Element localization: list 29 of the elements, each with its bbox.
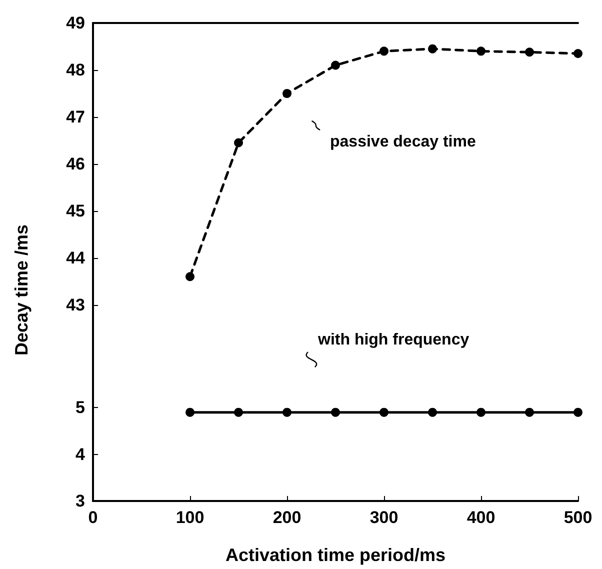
point xyxy=(186,272,194,282)
point xyxy=(525,48,534,57)
x-tick-label: 200 xyxy=(272,508,302,527)
x-axis-title: Activation time period/ms xyxy=(225,545,446,565)
y-tick-label: 3 xyxy=(76,492,85,510)
point xyxy=(574,49,582,58)
y-axis-title: Decay time /ms xyxy=(12,224,32,356)
y-tick-label: 5 xyxy=(76,398,85,418)
y-tick-label: 46 xyxy=(66,154,85,174)
y-tick-label: 48 xyxy=(66,60,85,80)
x-tick-label: 500 xyxy=(564,508,592,527)
x-tick-label: 100 xyxy=(176,508,204,527)
x-tick-label: 400 xyxy=(466,508,496,527)
y-tick-label: 43 xyxy=(66,295,85,314)
annotation: passive decay time xyxy=(330,134,476,150)
y-tick-label: 47 xyxy=(66,107,85,126)
y-tick-label: 44 xyxy=(66,248,86,268)
y-tick-label: 4 xyxy=(76,444,86,464)
y-tick-label: 49 xyxy=(66,14,85,32)
point xyxy=(234,138,243,148)
point xyxy=(380,46,388,56)
point xyxy=(476,46,486,56)
x-tick-label: 300 xyxy=(370,508,398,527)
x-tick-label: 0 xyxy=(88,508,98,527)
point xyxy=(428,44,437,54)
point xyxy=(331,60,340,70)
y-tick-label: 45 xyxy=(66,201,85,220)
point xyxy=(282,88,292,98)
annotation: with high frequency xyxy=(317,332,470,348)
